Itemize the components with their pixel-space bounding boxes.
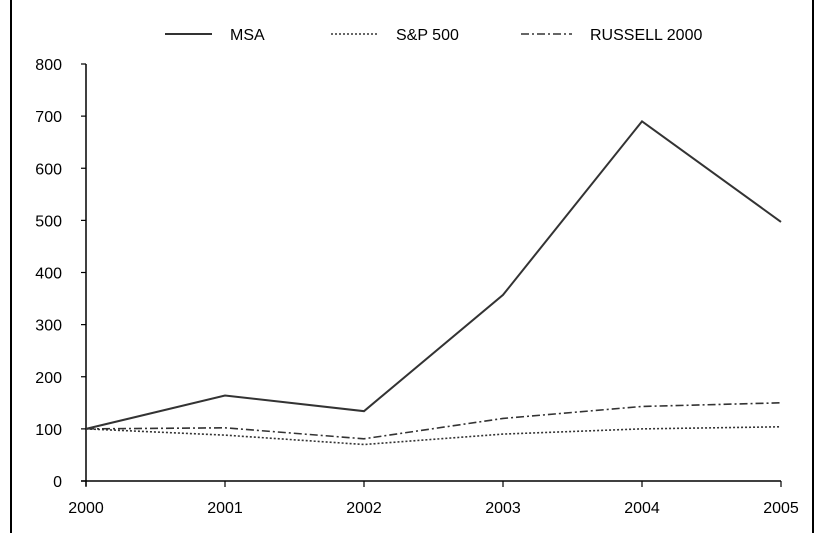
y-tick-label: 500 (35, 213, 62, 230)
x-tick-label: 2001 (207, 500, 243, 517)
x-tick-label: 2005 (763, 500, 799, 517)
legend-label-s-p-500: S&P 500 (396, 27, 459, 44)
y-tick-label: 700 (35, 109, 62, 126)
series-line-s-p-500 (85, 425, 782, 446)
series-group (85, 119, 782, 446)
series-line-msa (85, 119, 782, 430)
y-tick-label: 300 (35, 318, 62, 335)
x-tick-label: 2000 (68, 500, 104, 517)
legend-label-russell-2000: RUSSELL 2000 (590, 27, 702, 44)
x-tick-label: 2004 (624, 500, 660, 517)
series-line-russell-2000 (85, 402, 782, 440)
y-tick-label: 400 (35, 266, 62, 283)
y-tick-label: 800 (35, 57, 62, 74)
legend-label-msa: MSA (230, 27, 265, 44)
y-tick-label: 600 (35, 161, 62, 178)
y-tick-label: 100 (35, 422, 62, 439)
legend: MSA S&P 500 RUSSELL 2000 (165, 27, 702, 44)
axes: 0 100 200 300 400 500 600 700 800 2000 2001 2002 200… (35, 57, 799, 517)
y-tick-label: 200 (35, 370, 62, 387)
y-tick-label: 0 (53, 474, 62, 491)
chart-frame (10, 0, 814, 533)
x-tick-label: 2002 (346, 500, 382, 517)
x-tick-label: 2003 (485, 500, 521, 517)
